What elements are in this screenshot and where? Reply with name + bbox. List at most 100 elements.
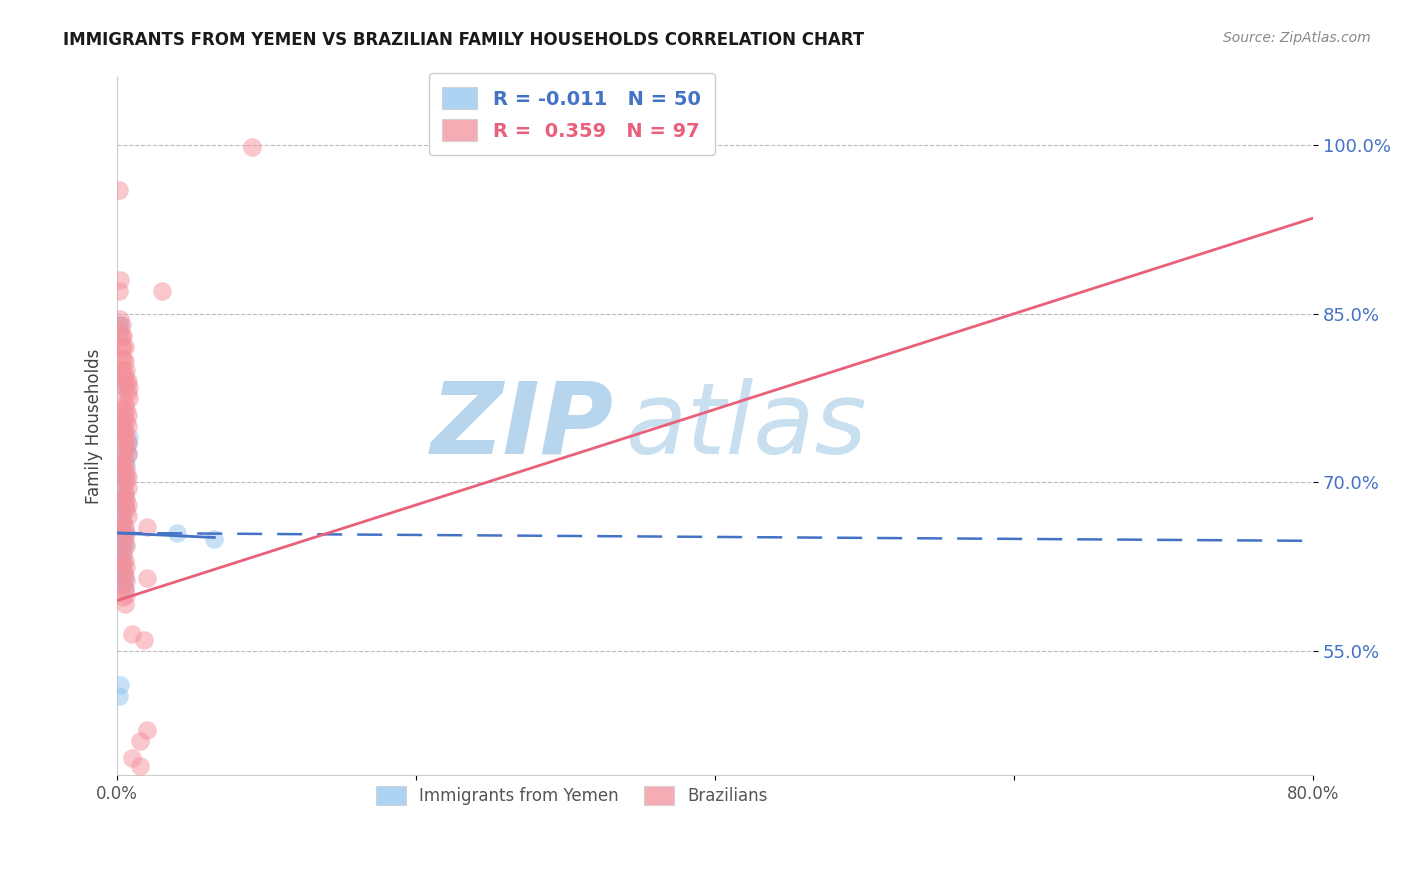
Point xyxy=(107,689,129,703)
Point xyxy=(114,554,136,568)
Point xyxy=(111,537,134,551)
Point xyxy=(114,571,136,585)
Point xyxy=(107,183,129,197)
Text: IMMIGRANTS FROM YEMEN VS BRAZILIAN FAMILY HOUSEHOLDS CORRELATION CHART: IMMIGRANTS FROM YEMEN VS BRAZILIAN FAMIL… xyxy=(63,31,865,49)
Point xyxy=(112,526,135,541)
Point xyxy=(114,537,136,551)
Point xyxy=(114,582,136,597)
Point xyxy=(107,526,129,541)
Point xyxy=(111,340,134,354)
Point xyxy=(202,532,225,546)
Point xyxy=(115,492,138,507)
Point xyxy=(112,363,135,377)
Point xyxy=(114,408,136,422)
Point xyxy=(118,430,141,444)
Point xyxy=(111,447,134,461)
Point xyxy=(115,374,138,388)
Point xyxy=(117,408,139,422)
Point xyxy=(108,324,131,338)
Point xyxy=(166,526,188,541)
Point xyxy=(111,368,134,383)
Point xyxy=(108,312,131,326)
Point xyxy=(108,520,131,534)
Point xyxy=(115,363,138,377)
Point xyxy=(117,419,139,434)
Point xyxy=(114,368,136,383)
Point xyxy=(111,509,134,524)
Point xyxy=(115,559,138,574)
Point xyxy=(107,549,129,563)
Point xyxy=(112,576,135,591)
Point xyxy=(114,453,136,467)
Point xyxy=(108,329,131,343)
Point xyxy=(114,498,136,512)
Point xyxy=(112,481,135,495)
Point xyxy=(114,533,136,548)
Point xyxy=(111,425,134,439)
Text: atlas: atlas xyxy=(626,377,868,475)
Point xyxy=(114,397,136,411)
Point xyxy=(112,351,135,366)
Point xyxy=(111,557,134,571)
Point xyxy=(114,354,136,368)
Point xyxy=(115,574,138,589)
Point xyxy=(111,458,134,473)
Point xyxy=(114,582,136,597)
Point xyxy=(114,498,136,512)
Point xyxy=(107,559,129,574)
Point xyxy=(115,540,138,554)
Point xyxy=(111,509,134,524)
Point xyxy=(128,734,150,748)
Point xyxy=(111,458,134,473)
Point xyxy=(112,515,135,529)
Point xyxy=(107,318,129,332)
Point xyxy=(115,503,138,517)
Point xyxy=(117,509,139,524)
Point xyxy=(112,542,135,557)
Point xyxy=(117,436,139,450)
Point xyxy=(114,380,136,394)
Point xyxy=(117,436,139,450)
Point xyxy=(114,469,136,483)
Point xyxy=(111,413,134,427)
Point xyxy=(111,329,134,343)
Point xyxy=(114,526,136,541)
Point xyxy=(112,492,135,507)
Point xyxy=(112,402,135,417)
Point xyxy=(118,391,141,405)
Point xyxy=(112,391,135,405)
Point xyxy=(112,554,135,568)
Point xyxy=(117,385,139,400)
Point xyxy=(114,486,136,500)
Point xyxy=(117,498,139,512)
Point xyxy=(114,436,136,450)
Point xyxy=(112,481,135,495)
Point xyxy=(108,509,131,524)
Point xyxy=(121,751,143,765)
Point xyxy=(108,566,131,580)
Point xyxy=(117,481,139,495)
Point xyxy=(111,351,134,366)
Point xyxy=(115,588,138,602)
Point xyxy=(121,627,143,641)
Point xyxy=(112,421,135,435)
Point xyxy=(112,549,135,563)
Point xyxy=(112,430,135,444)
Point xyxy=(112,590,135,604)
Point xyxy=(114,425,136,439)
Point xyxy=(115,464,138,478)
Point xyxy=(115,413,138,427)
Text: Source: ZipAtlas.com: Source: ZipAtlas.com xyxy=(1223,31,1371,45)
Point xyxy=(111,318,134,332)
Point xyxy=(136,571,159,585)
Point xyxy=(111,380,134,394)
Point xyxy=(128,759,150,773)
Point xyxy=(111,549,134,563)
Point xyxy=(115,469,138,483)
Point xyxy=(114,567,136,582)
Point xyxy=(108,318,131,332)
Point xyxy=(112,408,135,422)
Point xyxy=(111,469,134,483)
Point xyxy=(108,678,131,692)
Point xyxy=(114,520,136,534)
